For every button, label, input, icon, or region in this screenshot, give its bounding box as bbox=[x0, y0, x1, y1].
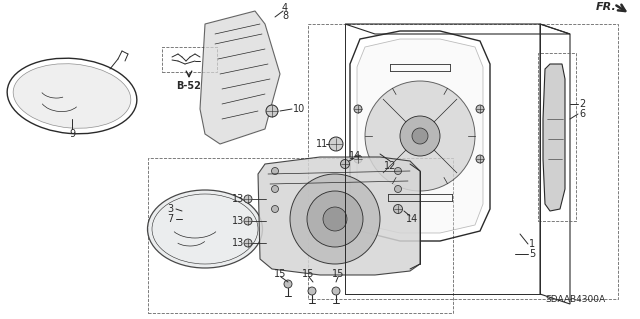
Text: 12: 12 bbox=[384, 161, 396, 171]
Circle shape bbox=[323, 207, 347, 231]
Bar bbox=[538, 53, 576, 221]
Text: 8: 8 bbox=[282, 11, 288, 21]
Text: 15: 15 bbox=[332, 269, 344, 279]
Circle shape bbox=[271, 167, 278, 174]
Circle shape bbox=[308, 287, 316, 295]
Circle shape bbox=[354, 155, 362, 163]
Circle shape bbox=[290, 174, 380, 264]
Text: 6: 6 bbox=[579, 109, 585, 119]
Text: 3: 3 bbox=[167, 204, 173, 214]
Text: 2: 2 bbox=[579, 99, 585, 109]
Circle shape bbox=[476, 105, 484, 113]
Circle shape bbox=[332, 287, 340, 295]
Circle shape bbox=[307, 191, 363, 247]
Circle shape bbox=[354, 105, 362, 113]
Circle shape bbox=[340, 160, 349, 168]
Polygon shape bbox=[543, 64, 565, 211]
Text: 5: 5 bbox=[529, 249, 535, 259]
Text: 13: 13 bbox=[232, 194, 244, 204]
Circle shape bbox=[394, 204, 403, 213]
Polygon shape bbox=[258, 157, 420, 275]
Circle shape bbox=[271, 186, 278, 192]
Text: 1: 1 bbox=[529, 239, 535, 249]
Text: 13: 13 bbox=[232, 238, 244, 248]
Text: 7: 7 bbox=[167, 214, 173, 224]
Text: 13: 13 bbox=[232, 216, 244, 226]
Ellipse shape bbox=[13, 64, 131, 128]
Text: 15: 15 bbox=[302, 269, 314, 279]
Bar bbox=[148, 158, 453, 313]
Text: SDAAB4300A: SDAAB4300A bbox=[545, 294, 605, 303]
Ellipse shape bbox=[147, 190, 262, 268]
Circle shape bbox=[394, 186, 401, 192]
Bar bbox=[162, 47, 217, 72]
Text: FR.: FR. bbox=[596, 2, 616, 12]
Text: 10: 10 bbox=[293, 104, 305, 114]
Circle shape bbox=[244, 217, 252, 225]
Circle shape bbox=[271, 205, 278, 212]
Text: 14: 14 bbox=[349, 151, 361, 161]
Polygon shape bbox=[200, 11, 280, 144]
Circle shape bbox=[476, 155, 484, 163]
Circle shape bbox=[244, 195, 252, 203]
Text: B-52: B-52 bbox=[177, 81, 202, 91]
Circle shape bbox=[244, 239, 252, 247]
Circle shape bbox=[365, 81, 475, 191]
Text: 15: 15 bbox=[274, 269, 286, 279]
Text: 14: 14 bbox=[406, 214, 418, 224]
Circle shape bbox=[400, 116, 440, 156]
Circle shape bbox=[266, 105, 278, 117]
Text: 9: 9 bbox=[69, 129, 75, 139]
Polygon shape bbox=[357, 39, 483, 233]
Text: 11: 11 bbox=[316, 139, 328, 149]
Circle shape bbox=[329, 137, 343, 151]
Bar bbox=[308, 24, 618, 299]
Circle shape bbox=[412, 128, 428, 144]
Circle shape bbox=[284, 280, 292, 288]
Circle shape bbox=[394, 167, 401, 174]
Text: 4: 4 bbox=[282, 3, 288, 13]
